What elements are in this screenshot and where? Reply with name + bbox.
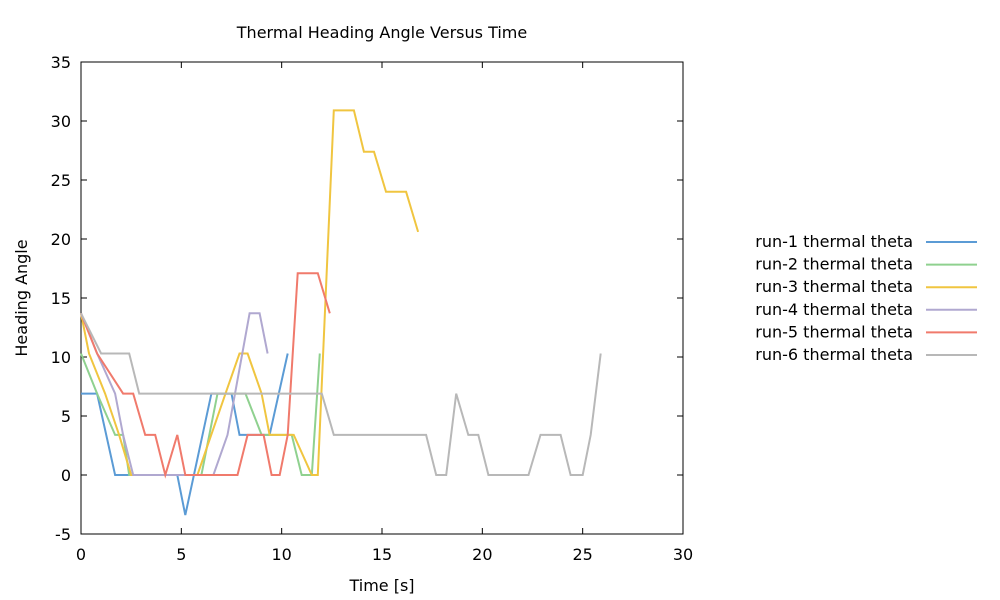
series-lines [80,109,602,516]
y-tick-label: 10 [51,348,71,367]
legend: run-1 thermal theta run-2 thermal theta ru… [755,232,977,364]
series-line-6 [80,312,602,476]
x-tick-label: 25 [572,545,592,564]
x-tick-label: 0 [76,545,86,564]
x-tick-label: 10 [271,545,291,564]
legend-label-6: run-6 thermal theta [755,345,913,364]
x-tick-label: 30 [673,545,693,564]
x-tick-label: 5 [176,545,186,564]
legend-label-3: run-3 thermal theta [755,277,913,296]
y-tick-label: -5 [55,525,71,544]
series-line-3 [80,109,420,476]
y-tick-label: 30 [51,112,71,131]
axis-ticks: 0 5 10 15 20 25 30 -5 0 5 10 15 20 25 30 35 [51,53,694,564]
legend-label-5: run-5 thermal theta [755,322,913,341]
x-axis-title: Time [s] [348,576,414,595]
legend-label-4: run-4 thermal theta [755,300,913,319]
x-tick-label: 15 [372,545,392,564]
y-tick-label: 0 [61,466,71,485]
y-tick-label: 15 [51,289,71,308]
y-tick-label: 5 [61,407,71,426]
x-tick-label: 20 [472,545,492,564]
y-tick-label: 25 [51,171,71,190]
y-tick-label: 20 [51,230,71,249]
legend-label-2: run-2 thermal theta [755,255,913,274]
y-tick-label: 35 [51,53,71,72]
chart-title: Thermal Heading Angle Versus Time [236,23,527,42]
series-line-4 [80,312,269,476]
plot-frame [80,61,684,535]
legend-label-1: run-1 thermal theta [755,232,913,251]
y-axis-title: Heading Angle [12,239,31,356]
series-line-5 [80,272,331,479]
